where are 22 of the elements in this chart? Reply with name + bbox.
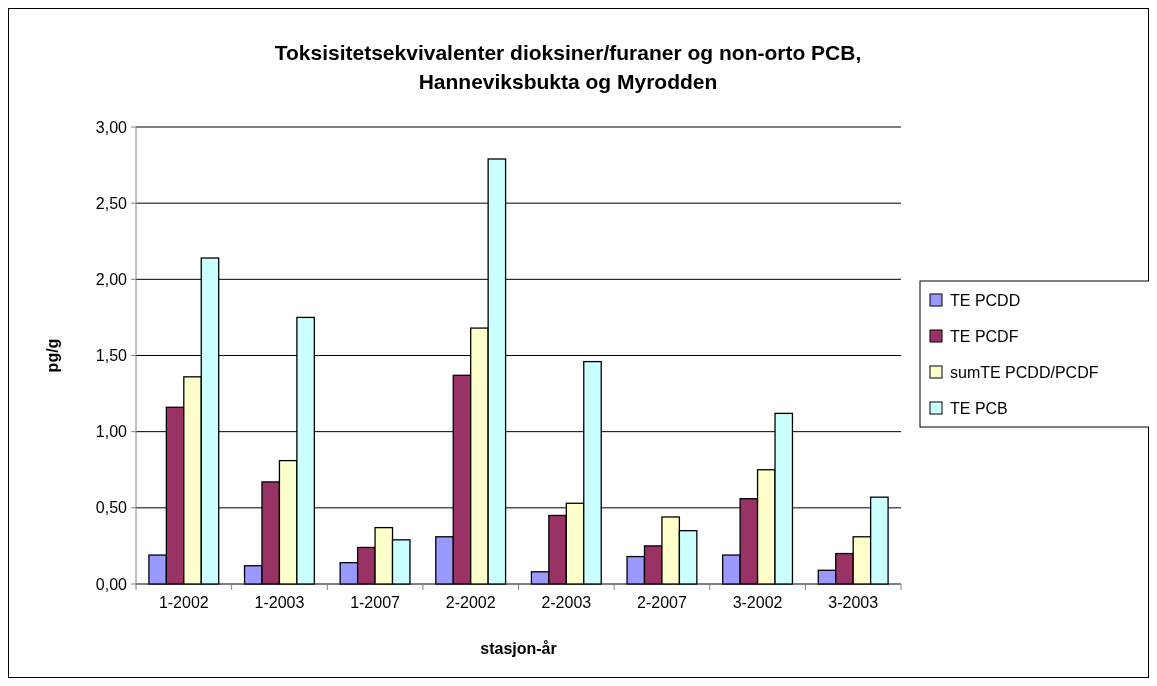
x-tick-label: 3-2003 [828, 594, 879, 611]
y-tick-label: 2,50 [95, 194, 128, 212]
y-tick-label: 2,00 [95, 270, 128, 288]
x-tick-label: 1-2007 [350, 594, 401, 611]
x-tick-label: 2-2003 [541, 594, 592, 611]
y-tick-label: 1,50 [95, 347, 128, 365]
chart-title: Toksisitetsekvivalenter dioksiner/furaner og non-orto PCB, Hanneviksbukta og Myrodden [274, 41, 862, 93]
x-tick-label: 1-2003 [254, 594, 305, 611]
x-tick-label: 2-2002 [445, 594, 496, 611]
y-tick-label: 0,50 [95, 499, 128, 517]
legend-label: TE PCDF [950, 327, 1019, 345]
x-axis-title: stasjon-år [480, 640, 557, 657]
x-tick-label: 2-2007 [637, 594, 687, 611]
legend-label: sumTE PCDD/PCDF [950, 363, 1099, 381]
y-tick-label: 3,00 [95, 118, 128, 136]
x-tick-label: 3-2002 [732, 594, 783, 611]
y-axis-title: pg/g [44, 338, 61, 373]
y-tick-label: 1,00 [95, 423, 128, 441]
legend-label: TE PCB [950, 399, 1008, 417]
x-tick-label: 1-2002 [158, 594, 209, 611]
legend-label: TE PCDD [950, 291, 1021, 309]
y-tick-label: 0,00 [95, 575, 128, 593]
